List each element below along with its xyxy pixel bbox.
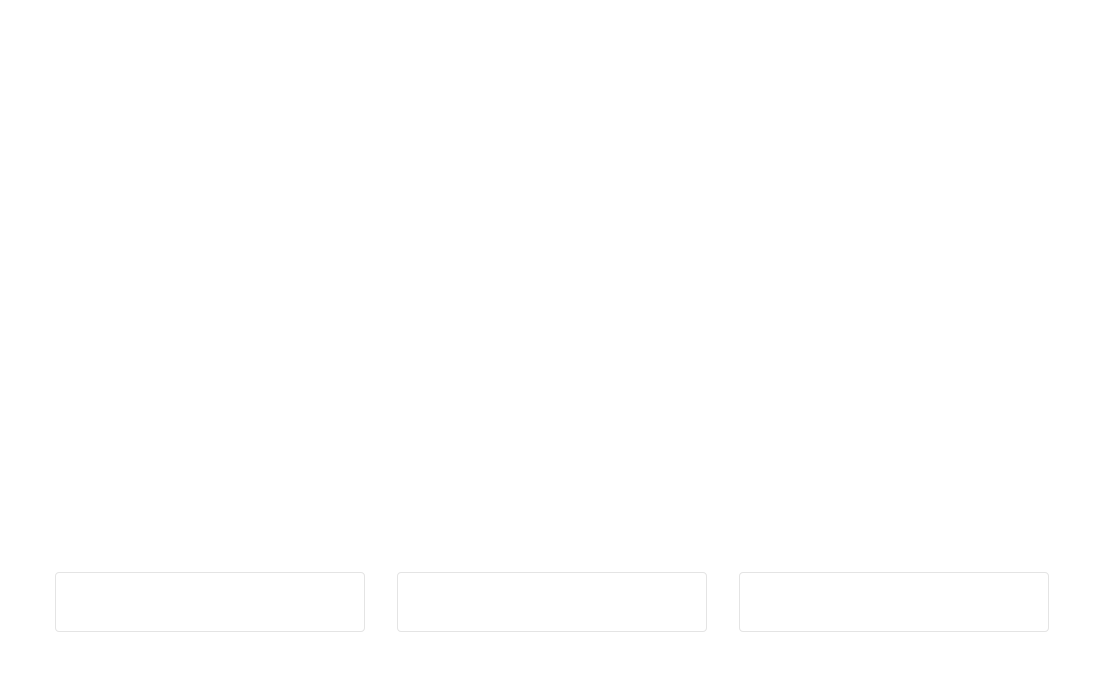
- legend-dot-min: [201, 590, 211, 600]
- legend-dot-avg: [543, 590, 553, 600]
- gauge-chart: [0, 0, 1104, 560]
- legend-card-avg: [397, 572, 707, 632]
- legend-title-avg: [543, 590, 561, 600]
- legend-title-min: [201, 590, 219, 600]
- legend-dot-max: [885, 590, 895, 600]
- legend-row: [0, 572, 1104, 632]
- gauge-svg: [0, 0, 1104, 560]
- legend-card-max: [739, 572, 1049, 632]
- legend-title-max: [885, 590, 903, 600]
- legend-card-min: [55, 572, 365, 632]
